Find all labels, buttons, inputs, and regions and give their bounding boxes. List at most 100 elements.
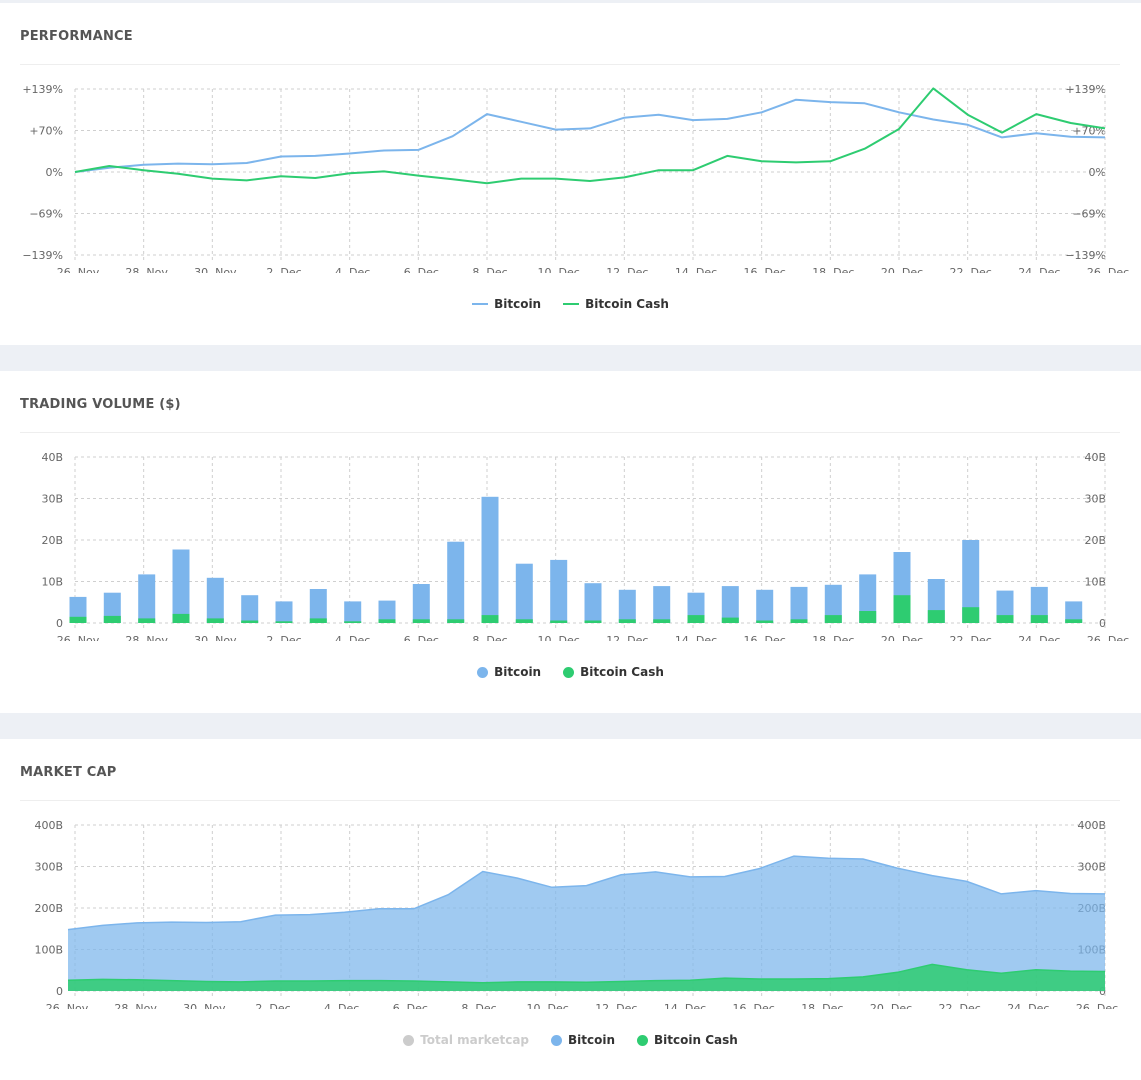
bar-bitcoin [824,584,842,623]
marketcap-title: MARKET CAP [20,765,117,780]
bar-bitcoin [447,541,465,623]
bar-bitcoin-cash [344,621,362,623]
bar-bitcoin-cash [515,619,533,623]
y-tick-label-left: +70% [29,125,63,138]
x-tick-label: 12. Dec [606,634,648,641]
x-tick-label: 24. Dec [1018,266,1060,273]
bar-bitcoin-cash [721,617,739,623]
bar-bitcoin-cash [1030,615,1048,623]
series-line-bitcoin-cash [74,87,1106,185]
performance-legend: Bitcoin Bitcoin Cash [0,297,1141,311]
x-tick-label: 22. Dec [950,634,992,641]
bar-bitcoin-cash [893,595,911,623]
bar-bitcoin-cash [241,620,259,623]
divider [20,432,1120,433]
x-tick-label: 30. Nov [194,634,237,641]
x-tick-label: 4. Dec [335,634,370,641]
legend-item-bitcoin[interactable]: Bitcoin [551,1033,615,1047]
x-tick-label: 4. Dec [324,1002,359,1009]
bar-bitcoin [481,496,499,623]
x-tick-label: 10. Dec [538,266,580,273]
x-tick-label: 20. Dec [881,634,923,641]
x-tick-label: 6. Dec [404,266,439,273]
y-tick-label-right: 0 [1099,617,1106,630]
bar-bitcoin [996,590,1014,623]
bar-bitcoin-cash [790,619,808,623]
volume-chart: 40B 40B 30B 30B 20B 20B 10B 10B 0 0 26. Nov 28. Nov… [41,451,1129,641]
bar-bitcoin [721,586,739,623]
x-tick-label: 6. Dec [393,1002,428,1009]
x-tick-label: 2. Dec [266,266,301,273]
y-tick-label-left: 40B [41,451,63,464]
bar-bitcoin [103,592,121,623]
y-tick-label-right: 300B [1077,861,1106,874]
area-line-bitcoin-cash [67,963,1106,984]
legend-item-total-marketcap[interactable]: Total marketcap [403,1033,529,1047]
bar-bitcoin [344,601,362,623]
legend-item-bitcoin[interactable]: Bitcoin [477,665,541,679]
x-tick-label: 14. Dec [664,1002,706,1009]
x-tick-label: 28. Nov [125,634,168,641]
x-tick-label: 24. Dec [1018,634,1060,641]
legend-label: Bitcoin [494,297,542,311]
y-tick-label-left: 200B [34,902,63,915]
legend-label: Bitcoin Cash [580,665,664,679]
bar-bitcoin [412,584,430,623]
x-tick-label: 18. Dec [801,1002,843,1009]
y-tick-label-right: 30B [1084,493,1106,506]
bar-bitcoin-cash [550,620,568,623]
bar-bitcoin-cash [1065,619,1083,623]
bar-bitcoin-cash [584,620,602,623]
bar-bitcoin [618,589,636,623]
volume-title: TRADING VOLUME ($) [20,397,181,412]
bar-bitcoin-cash [138,618,156,623]
bar-bitcoin [138,574,156,623]
bar-bitcoin-cash [653,619,671,623]
bar-bitcoin-cash [824,615,842,623]
x-tick-label: 6. Dec [404,634,439,641]
legend-item-bitcoin-cash[interactable]: Bitcoin Cash [563,297,669,311]
y-tick-label-left: 300B [34,861,63,874]
legend-label: Bitcoin Cash [585,297,669,311]
volume-legend: Bitcoin Bitcoin Cash [0,665,1141,679]
area-fill-bitcoin-cash [68,964,1105,991]
divider [20,64,1120,65]
y-tick-label-right: 10B [1084,576,1106,589]
circle-marker-icon [563,666,575,678]
y-tick-label-right: 0% [1089,166,1106,179]
bar-bitcoin [790,586,808,623]
x-tick-label: 16. Dec [744,634,786,641]
legend-item-bitcoin-cash[interactable]: Bitcoin Cash [563,665,664,679]
legend-item-bitcoin[interactable]: Bitcoin [472,297,541,311]
bar-bitcoin [962,540,980,623]
y-tick-label-left: 30B [41,493,63,506]
bar-bitcoin-cash [687,615,705,623]
y-tick-label-right: 0 [1099,985,1106,998]
marketcap-legend: Total marketcap Bitcoin Bitcoin Cash [0,1033,1141,1047]
bar-bitcoin-cash [412,619,430,623]
legend-item-bitcoin-cash[interactable]: Bitcoin Cash [637,1033,738,1047]
bar-bitcoin [172,549,190,623]
legend-label: Total marketcap [420,1033,530,1047]
performance-title: PERFORMANCE [20,29,133,44]
bar-bitcoin [1030,586,1048,623]
x-tick-label: 8. Dec [472,634,507,641]
x-tick-label: 26. Nov [46,1002,89,1009]
x-tick-label: 20. Dec [881,266,923,273]
x-tick-label: 12. Dec [606,266,648,273]
y-tick-label-left: 0 [56,617,63,630]
x-tick-label: 20. Dec [870,1002,912,1009]
y-tick-label-right: 40B [1084,451,1106,464]
performance-chart: +139% +139%+70% +70%0% 0%−69% −69%−139% −139%… [22,83,1129,273]
bar-bitcoin-cash [927,610,945,623]
bar-bitcoin [584,583,602,623]
x-tick-label: 26. Dec [1087,266,1129,273]
bar-bitcoin-cash [756,620,774,623]
bar-bitcoin [653,586,671,623]
x-tick-label: 10. Dec [538,634,580,641]
x-tick-label: 26. Dec [1076,1002,1118,1009]
legend-label: Bitcoin Cash [654,1033,738,1047]
bar-bitcoin-cash [378,619,396,623]
x-tick-label: 18. Dec [812,266,854,273]
marketcap-panel: MARKET CAP 400B400B300B300B200B200B100B1… [0,739,1141,1080]
